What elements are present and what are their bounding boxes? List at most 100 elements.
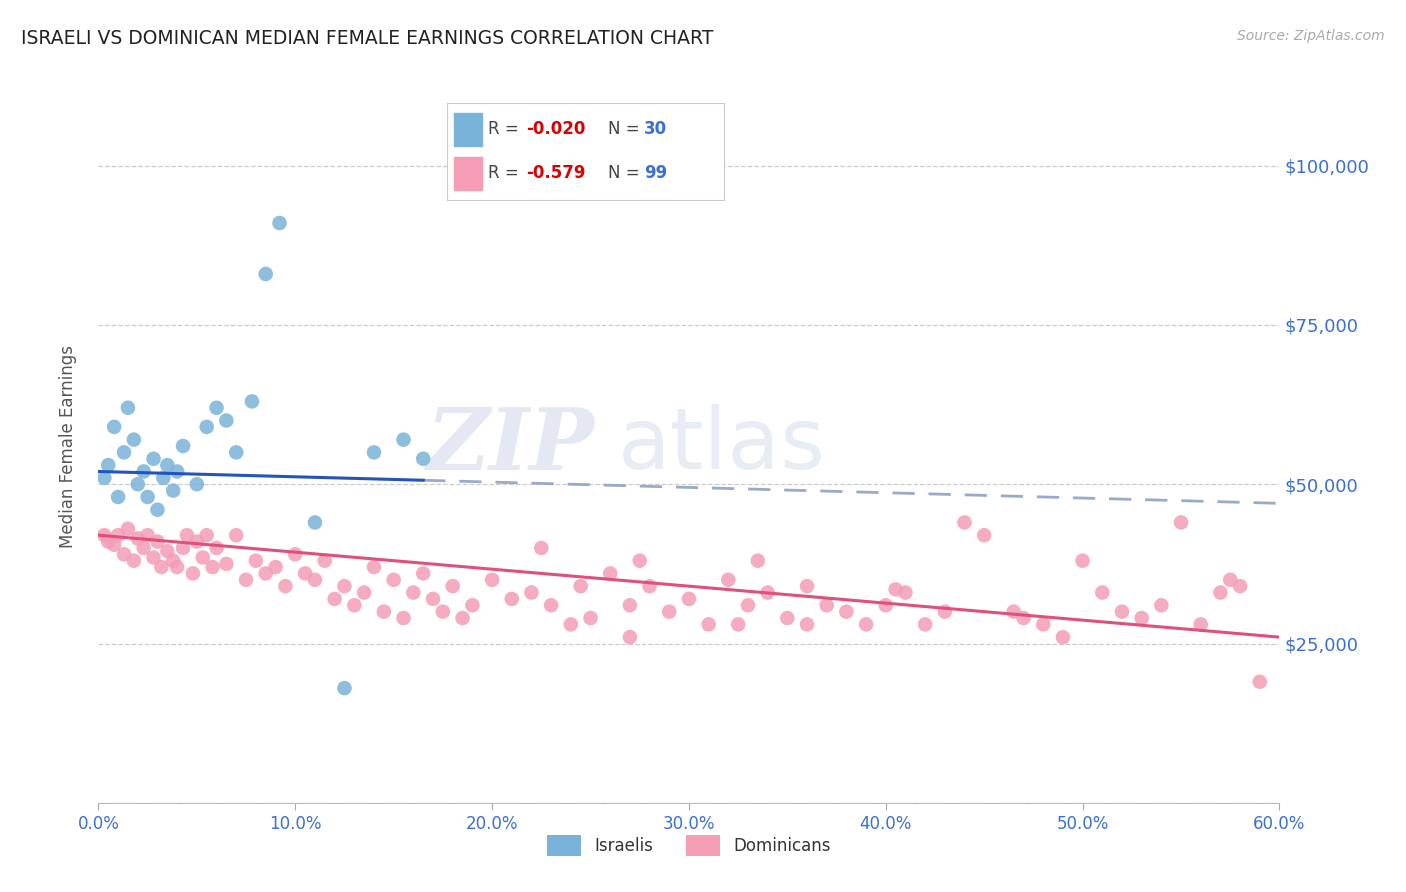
Point	[156, 458, 179, 472]
Point	[1091, 585, 1114, 599]
Point	[392, 611, 415, 625]
Point	[884, 582, 907, 597]
Point	[619, 599, 641, 613]
Point	[195, 420, 218, 434]
Point	[162, 483, 184, 498]
Point	[225, 445, 247, 459]
Point	[132, 465, 155, 479]
Point	[343, 599, 366, 613]
Point	[152, 471, 174, 485]
Point	[146, 534, 169, 549]
Point	[373, 605, 395, 619]
Point	[560, 617, 582, 632]
Point	[97, 458, 120, 472]
Point	[717, 573, 740, 587]
Point	[264, 560, 287, 574]
Point	[382, 573, 405, 587]
Point	[353, 585, 375, 599]
Point	[333, 579, 356, 593]
Point	[697, 617, 720, 632]
Point	[1052, 630, 1074, 644]
Point	[142, 550, 165, 565]
Point	[294, 566, 316, 581]
Point	[461, 599, 484, 613]
Point	[815, 599, 838, 613]
Point	[412, 451, 434, 466]
Point	[363, 445, 385, 459]
Point	[107, 528, 129, 542]
Point	[240, 394, 263, 409]
Point	[254, 267, 277, 281]
Point	[363, 560, 385, 574]
Point	[176, 528, 198, 542]
Point	[117, 522, 139, 536]
Text: ISRAELI VS DOMINICAN MEDIAN FEMALE EARNINGS CORRELATION CHART: ISRAELI VS DOMINICAN MEDIAN FEMALE EARNI…	[21, 29, 713, 47]
Point	[117, 401, 139, 415]
Point	[136, 490, 159, 504]
Point	[894, 585, 917, 599]
Point	[392, 433, 415, 447]
Point	[1209, 585, 1232, 599]
Point	[914, 617, 936, 632]
Point	[103, 538, 125, 552]
Point	[1229, 579, 1251, 593]
Point	[235, 573, 257, 587]
Point	[569, 579, 592, 593]
Point	[103, 420, 125, 434]
Point	[132, 541, 155, 555]
Point	[1130, 611, 1153, 625]
Point	[1150, 599, 1173, 613]
Point	[540, 599, 562, 613]
Point	[166, 465, 188, 479]
Point	[245, 554, 267, 568]
Point	[181, 566, 204, 581]
Point	[451, 611, 474, 625]
Point	[737, 599, 759, 613]
Point	[205, 541, 228, 555]
Point	[1249, 674, 1271, 689]
Point	[1170, 516, 1192, 530]
Point	[112, 547, 135, 561]
Point	[875, 599, 897, 613]
Point	[638, 579, 661, 593]
Point	[855, 617, 877, 632]
Point	[186, 534, 208, 549]
Text: atlas: atlas	[619, 404, 827, 488]
Point	[402, 585, 425, 599]
Text: ZIP: ZIP	[426, 404, 595, 488]
Point	[191, 550, 214, 565]
Point	[1012, 611, 1035, 625]
Point	[747, 554, 769, 568]
Point	[172, 541, 194, 555]
Point	[162, 554, 184, 568]
Point	[314, 554, 336, 568]
Point	[973, 528, 995, 542]
Point	[150, 560, 173, 574]
Point	[284, 547, 307, 561]
Point	[579, 611, 602, 625]
Point	[166, 560, 188, 574]
Point	[93, 528, 115, 542]
Point	[756, 585, 779, 599]
Point	[796, 579, 818, 593]
Point	[412, 566, 434, 581]
Point	[481, 573, 503, 587]
Point	[1032, 617, 1054, 632]
Point	[201, 560, 224, 574]
Point	[619, 630, 641, 644]
Point	[727, 617, 749, 632]
Point	[1002, 605, 1025, 619]
Point	[274, 579, 297, 593]
Point	[304, 573, 326, 587]
Point	[269, 216, 291, 230]
Point	[934, 605, 956, 619]
Point	[796, 617, 818, 632]
Point	[304, 516, 326, 530]
Point	[195, 528, 218, 542]
Legend: Israelis, Dominicans: Israelis, Dominicans	[541, 829, 837, 863]
Point	[658, 605, 681, 619]
Point	[107, 490, 129, 504]
Point	[520, 585, 543, 599]
Point	[205, 401, 228, 415]
Point	[122, 554, 145, 568]
